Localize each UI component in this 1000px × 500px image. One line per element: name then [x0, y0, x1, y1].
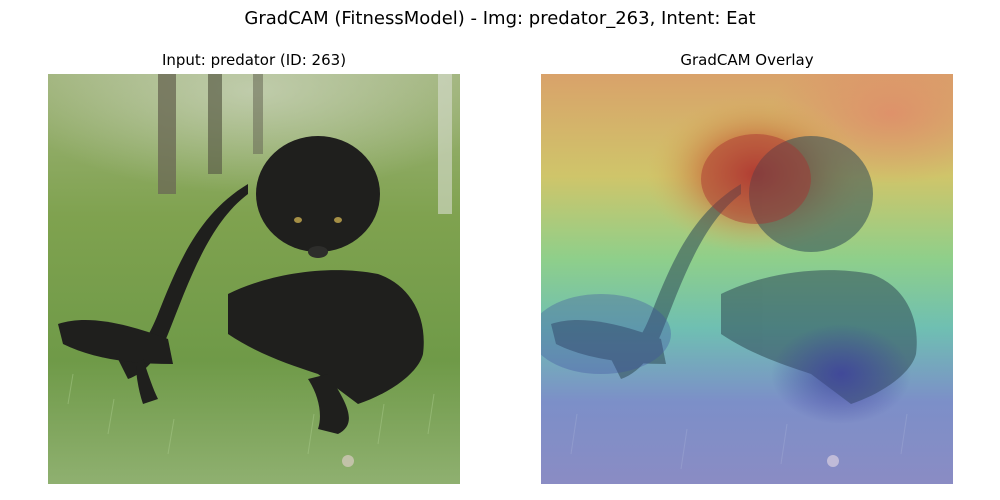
gradcam-overlay-title: GradCAM Overlay — [680, 51, 814, 69]
input-image-canvas — [48, 74, 460, 484]
input-image — [48, 74, 460, 484]
gradcam-overlay-canvas — [541, 74, 953, 484]
figure-title: GradCAM (FitnessModel) - Img: predator_2… — [244, 8, 756, 29]
gradcam-overlay-image — [541, 74, 953, 484]
input-image-title: Input: predator (ID: 263) — [161, 51, 347, 69]
